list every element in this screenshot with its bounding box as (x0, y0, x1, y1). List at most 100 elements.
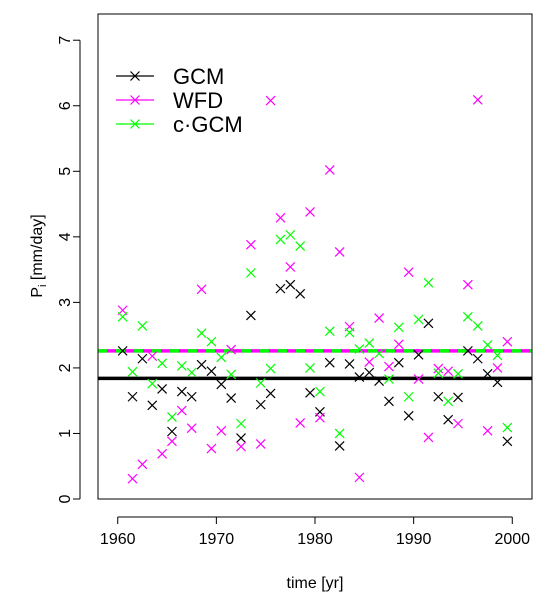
data-point (393, 339, 404, 350)
data-point (117, 345, 128, 356)
data-point (127, 391, 138, 402)
data-point (196, 359, 207, 370)
data-point (462, 279, 473, 290)
y-axis-label-unit: [mm/day] (29, 214, 46, 284)
data-point (453, 368, 463, 379)
plot-frame (97, 13, 533, 500)
data-point (443, 414, 454, 425)
data-point (364, 367, 375, 378)
data-point (354, 472, 365, 483)
data-point (245, 310, 256, 321)
data-point (176, 405, 187, 416)
legend-label: WFD (173, 88, 223, 113)
y-tick-label: 3 (57, 298, 74, 307)
data-point (324, 165, 335, 175)
data-point (295, 418, 306, 428)
data-point (502, 422, 513, 433)
data-point (295, 288, 306, 299)
data-point (305, 207, 315, 217)
data-point (245, 267, 256, 278)
data-point (315, 386, 325, 397)
data-point (433, 391, 444, 402)
x-tick-label: 1990 (396, 531, 432, 548)
x-tick-label: 1970 (199, 531, 235, 548)
legend-marker (130, 119, 140, 129)
data-point (334, 440, 345, 451)
data-point (186, 423, 197, 434)
x-tick-label: 1980 (297, 531, 333, 548)
data-point (226, 344, 237, 355)
y-axis-label-main: P (29, 287, 46, 298)
y-axis-label-subscript: i (37, 285, 49, 287)
mean-lines (98, 349, 532, 381)
data-point (403, 267, 414, 278)
data-point (265, 95, 276, 106)
data-point (275, 234, 286, 245)
data-point (206, 336, 217, 347)
data-point (196, 328, 207, 339)
data-point (364, 338, 375, 348)
data-point (265, 388, 276, 399)
data-point (236, 441, 246, 452)
data-point (384, 374, 394, 384)
data-point (167, 436, 177, 447)
data-point (226, 393, 237, 403)
data-point (324, 326, 335, 337)
data-point (423, 277, 434, 288)
data-point (443, 366, 454, 377)
data-point (334, 246, 345, 257)
data-point (147, 400, 158, 411)
data-point (384, 396, 394, 407)
data-point (167, 412, 177, 422)
data-point (354, 372, 365, 383)
data-point (117, 311, 128, 322)
x-tick-label: 2000 (494, 531, 530, 548)
legend-label: GCM (173, 64, 224, 89)
data-point (206, 443, 217, 454)
data-point (472, 321, 483, 331)
data-point (285, 262, 296, 272)
data-point (423, 432, 434, 443)
data-point (334, 428, 345, 439)
data-point (393, 322, 404, 333)
y-tick-label: 0 (57, 494, 74, 503)
data-point (305, 387, 315, 398)
data-point (364, 357, 375, 367)
data-point (186, 367, 197, 378)
data-point (403, 391, 414, 402)
data-point (354, 343, 365, 354)
data-point (167, 426, 177, 437)
data-point (374, 348, 385, 359)
data-point (157, 383, 168, 394)
y-tick-label: 4 (57, 232, 74, 241)
data-point (344, 327, 355, 338)
legend-marker (130, 95, 140, 105)
data-point (453, 392, 463, 403)
data-point (236, 418, 246, 429)
data-point (236, 433, 246, 443)
data-point (216, 425, 227, 436)
data-point (482, 368, 493, 379)
data-point (137, 459, 148, 470)
data-point (413, 349, 424, 360)
data-point (147, 378, 158, 389)
data-point (433, 363, 444, 374)
data-point (196, 284, 207, 295)
data-point (245, 239, 256, 250)
x-tick-label: 1960 (100, 531, 136, 548)
data-point (206, 366, 217, 377)
data-point (413, 374, 424, 384)
data-points (117, 94, 513, 484)
data-point (255, 378, 266, 388)
data-point (482, 340, 493, 350)
data-point (502, 336, 513, 347)
data-point (226, 369, 237, 380)
data-point (433, 368, 444, 379)
data-point (344, 359, 355, 369)
data-point (157, 358, 168, 369)
data-point (492, 377, 503, 388)
data-point (137, 321, 148, 331)
data-point (423, 318, 434, 329)
